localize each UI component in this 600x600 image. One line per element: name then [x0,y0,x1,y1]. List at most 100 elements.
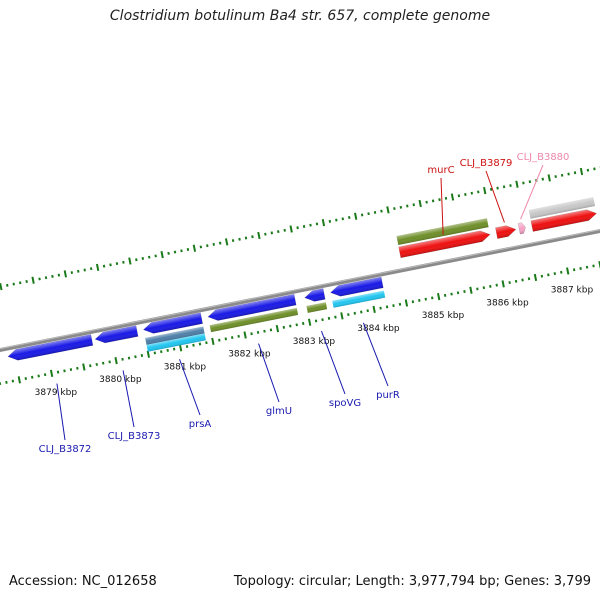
lower-tick [411,300,415,304]
gene-label-clj_b3879[interactable]: CLJ_B3879 [460,158,513,169]
lower-tick [521,278,524,282]
upper-tick [251,235,254,239]
annotation-bar-gloss [528,197,596,219]
lower-tick [527,277,531,281]
upper-tick [44,276,48,280]
upper-tick [567,172,570,176]
upper-tick [418,199,422,208]
gene-murc-gloss [398,230,491,258]
upper-tick [477,190,480,194]
gene-unnamed[interactable] [530,208,598,232]
gene-label-clj_b3872[interactable]: CLJ_B3872 [39,444,92,455]
upper-tick [83,268,86,272]
lower-tick [579,267,582,270]
upper-tick [31,276,35,284]
lower-tick [327,316,331,320]
upper-tick [160,251,164,259]
upper-tick [141,257,145,260]
gene-glmu[interactable] [207,293,297,322]
gene-label-spovg[interactable]: spoVG [329,398,361,409]
map-title: Clostridium botulinum Ba4 str. 657, comp… [109,8,491,24]
upper-tick [367,212,370,216]
upper-tick [373,210,377,214]
upper-tick [586,168,590,172]
upper-tick [360,213,364,217]
upper-tick [309,223,312,227]
annotation-bar [528,197,596,219]
gene-clj_b3872[interactable] [7,334,94,362]
label-leader-line [485,170,505,223]
lower-tick [49,369,54,378]
annotation-bar [209,307,299,333]
upper-tick [296,226,299,230]
label-leader-line [179,359,201,416]
gene-prsa[interactable] [142,312,203,335]
gene-label-clj_b3880[interactable]: CLJ_B3880 [517,152,570,163]
upper-tick [218,241,222,245]
lower-tick [198,342,202,346]
upper-tick [341,217,345,221]
lower-tick [437,293,441,301]
gene-clj_b3879[interactable] [495,224,517,239]
upper-tick [212,242,215,246]
gene-murc[interactable] [398,229,491,259]
lower-tick [256,330,260,334]
upper-tick [167,251,170,255]
lower-tick [37,374,40,378]
upper-tick [238,237,241,241]
upper-tick [283,228,286,232]
upper-tick [528,180,532,184]
label-leader-line [440,177,444,235]
gene-purr-gloss [330,276,384,297]
annotation-bar-gloss [145,326,205,345]
upper-tick [470,191,474,195]
lower-tick [307,318,312,326]
lower-tick [314,319,318,323]
gene-label-glmu[interactable]: glmU [266,406,292,417]
lower-tick [340,312,344,320]
label-leader-line [122,370,135,428]
lower-tick [295,323,298,327]
upper-tick [77,269,80,273]
gene-spovg[interactable] [304,288,326,303]
lower-tick [514,279,518,283]
upper-tick [154,254,157,258]
gene-clj_b3879-gloss [495,225,516,239]
lower-tick [379,306,382,310]
gene-clj_b3873[interactable] [94,325,139,345]
lower-tick [30,375,34,379]
lower-tick [69,368,73,372]
lower-tick [560,270,563,274]
lower-tick [211,337,215,346]
gene-layer[interactable] [7,208,598,362]
lower-tick [289,324,292,328]
annotation-bar [306,302,328,313]
gene-label-murc[interactable]: murC [427,165,454,176]
gene-clj_b3880[interactable] [517,222,527,235]
upper-tick [464,193,467,196]
upper-tick [425,200,428,204]
gene-label-prsa[interactable]: prsA [189,419,212,430]
upper-tick [302,225,306,228]
annotation-bar [145,326,205,345]
upper-tick [186,248,190,251]
upper-tick [109,263,112,267]
scale-label: 3880 kbp [99,375,142,385]
gene-label-purr[interactable]: purR [376,390,400,401]
lower-tick [11,379,15,383]
genome-backbone [0,228,600,353]
gene-label-clj_b3873[interactable]: CLJ_B3873 [108,431,161,442]
lower-tick [508,281,511,285]
upper-tick [431,199,435,203]
gene-purr[interactable] [330,276,384,298]
lower-tick [146,350,151,358]
backbone-layer [0,228,600,353]
label-leader-line [320,330,346,395]
gene-unnamed-gloss [530,209,597,232]
upper-tick [0,282,3,291]
accession-text: Accession: NC_012658 [9,574,157,589]
lower-tick [5,380,8,384]
lower-tick [540,274,544,278]
lower-tick [404,299,409,307]
